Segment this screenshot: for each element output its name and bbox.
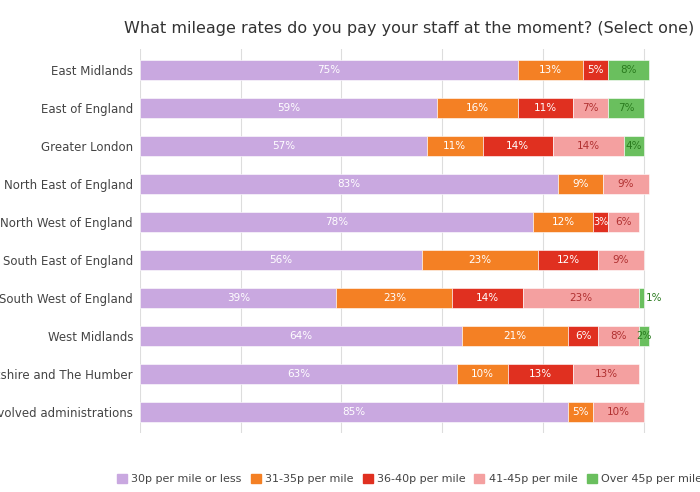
Text: 21%: 21%: [504, 331, 527, 341]
Text: 63%: 63%: [287, 369, 310, 379]
Bar: [638, 288, 644, 308]
Bar: [538, 250, 598, 270]
Text: 2%: 2%: [636, 331, 652, 341]
Bar: [140, 250, 422, 270]
Text: 14%: 14%: [506, 141, 529, 151]
Text: 1%: 1%: [646, 293, 663, 303]
Bar: [140, 364, 457, 384]
Bar: [140, 326, 463, 346]
Bar: [608, 98, 644, 118]
Bar: [603, 174, 649, 194]
Text: 5%: 5%: [573, 407, 589, 417]
Text: 6%: 6%: [615, 217, 632, 227]
Bar: [638, 326, 649, 346]
Text: 83%: 83%: [337, 179, 360, 189]
Text: 11%: 11%: [443, 141, 466, 151]
Text: 56%: 56%: [270, 255, 293, 265]
Text: 4%: 4%: [625, 141, 642, 151]
Text: 23%: 23%: [468, 255, 491, 265]
Bar: [140, 98, 438, 118]
Bar: [598, 326, 638, 346]
Text: 78%: 78%: [325, 217, 348, 227]
Bar: [140, 60, 518, 80]
Bar: [508, 364, 573, 384]
Text: 14%: 14%: [577, 141, 600, 151]
Text: 8%: 8%: [610, 331, 626, 341]
Bar: [518, 98, 573, 118]
Bar: [568, 326, 598, 346]
Bar: [533, 212, 594, 232]
Text: 39%: 39%: [227, 293, 250, 303]
Text: 8%: 8%: [620, 65, 637, 75]
Text: 7%: 7%: [618, 103, 634, 113]
Bar: [140, 212, 533, 232]
Bar: [594, 212, 608, 232]
Bar: [573, 364, 638, 384]
Text: 12%: 12%: [556, 255, 580, 265]
Bar: [140, 174, 558, 194]
Text: 9%: 9%: [612, 255, 629, 265]
Text: 64%: 64%: [290, 331, 313, 341]
Text: 10%: 10%: [607, 407, 630, 417]
Text: 13%: 13%: [539, 65, 562, 75]
Text: 10%: 10%: [471, 369, 494, 379]
Bar: [140, 288, 337, 308]
Text: 6%: 6%: [575, 331, 592, 341]
Bar: [594, 402, 644, 422]
Text: 16%: 16%: [466, 103, 489, 113]
Text: 59%: 59%: [277, 103, 300, 113]
Text: 3%: 3%: [594, 217, 608, 227]
Text: 7%: 7%: [582, 103, 599, 113]
Bar: [482, 136, 553, 156]
Bar: [568, 402, 594, 422]
Text: 11%: 11%: [534, 103, 557, 113]
Text: 9%: 9%: [618, 179, 634, 189]
Legend: 30p per mile or less, 31-35p per mile, 36-40p per mile, 41-45p per mile, Over 45: 30p per mile or less, 31-35p per mile, 3…: [113, 470, 700, 489]
Bar: [624, 136, 644, 156]
Text: 75%: 75%: [317, 65, 340, 75]
Bar: [598, 250, 644, 270]
Text: 12%: 12%: [552, 217, 575, 227]
Text: 13%: 13%: [594, 369, 617, 379]
Text: 5%: 5%: [587, 65, 604, 75]
Text: 14%: 14%: [476, 293, 499, 303]
Text: 23%: 23%: [383, 293, 406, 303]
Bar: [438, 98, 518, 118]
Bar: [518, 60, 583, 80]
Bar: [573, 98, 608, 118]
Text: 9%: 9%: [573, 179, 589, 189]
Bar: [608, 60, 649, 80]
Bar: [337, 288, 452, 308]
Bar: [608, 212, 638, 232]
Bar: [463, 326, 568, 346]
Bar: [523, 288, 638, 308]
Bar: [583, 60, 608, 80]
Bar: [457, 364, 508, 384]
Bar: [422, 250, 538, 270]
Bar: [558, 174, 603, 194]
Text: 13%: 13%: [529, 369, 552, 379]
Bar: [452, 288, 523, 308]
Bar: [427, 136, 482, 156]
Text: 23%: 23%: [569, 293, 592, 303]
Bar: [140, 136, 427, 156]
Bar: [140, 402, 568, 422]
Title: What mileage rates do you pay your staff at the moment? (Select one): What mileage rates do you pay your staff…: [125, 21, 694, 35]
Text: 57%: 57%: [272, 141, 295, 151]
Text: 85%: 85%: [342, 407, 365, 417]
Bar: [553, 136, 624, 156]
